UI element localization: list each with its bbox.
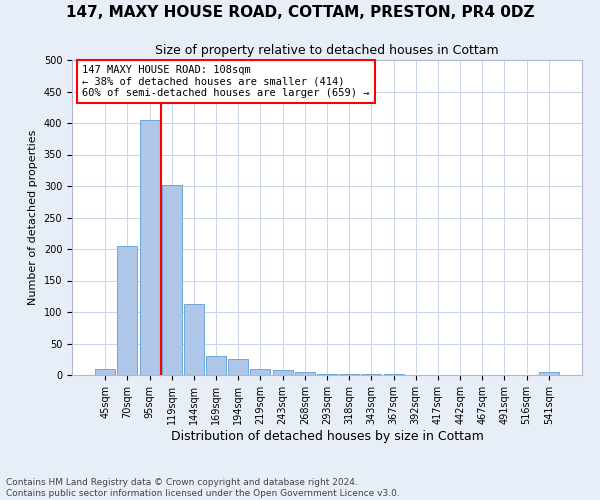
Bar — [206, 356, 226, 375]
Title: Size of property relative to detached houses in Cottam: Size of property relative to detached ho… — [155, 44, 499, 58]
Bar — [228, 358, 248, 375]
Bar — [317, 374, 337, 375]
Bar — [184, 304, 204, 375]
Text: 147, MAXY HOUSE ROAD, COTTAM, PRESTON, PR4 0DZ: 147, MAXY HOUSE ROAD, COTTAM, PRESTON, P… — [66, 5, 534, 20]
Bar — [162, 184, 182, 375]
Bar — [339, 374, 359, 375]
Text: Contains HM Land Registry data © Crown copyright and database right 2024.
Contai: Contains HM Land Registry data © Crown c… — [6, 478, 400, 498]
Bar — [272, 370, 293, 375]
Bar — [383, 374, 404, 375]
Bar — [140, 120, 160, 375]
Bar — [250, 370, 271, 375]
X-axis label: Distribution of detached houses by size in Cottam: Distribution of detached houses by size … — [170, 430, 484, 442]
Bar — [95, 368, 115, 375]
Bar — [118, 246, 137, 375]
Bar — [539, 372, 559, 375]
Y-axis label: Number of detached properties: Number of detached properties — [28, 130, 38, 305]
Bar — [361, 374, 382, 375]
Text: 147 MAXY HOUSE ROAD: 108sqm
← 38% of detached houses are smaller (414)
60% of se: 147 MAXY HOUSE ROAD: 108sqm ← 38% of det… — [82, 64, 370, 98]
Bar — [295, 372, 315, 375]
